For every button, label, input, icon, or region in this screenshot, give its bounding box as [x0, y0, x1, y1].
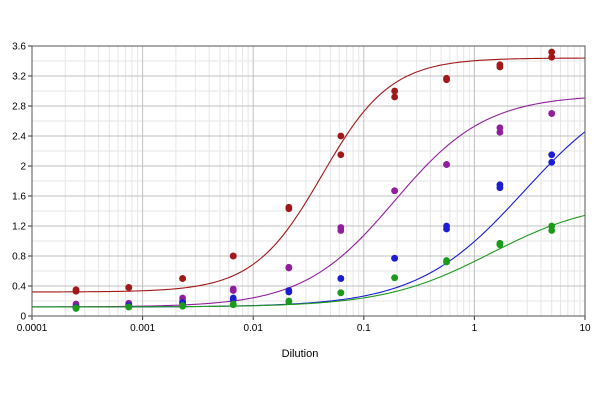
series-4-point — [496, 239, 504, 247]
series-2-point — [443, 161, 450, 168]
series-3-point — [391, 254, 399, 262]
y-tick-label: 0.4 — [12, 282, 26, 293]
x-tick-label: 1 — [472, 323, 478, 334]
x-axis-label: Dilution — [281, 348, 319, 360]
series-1-point — [443, 74, 450, 82]
series-2-point — [496, 124, 504, 132]
series-1-point — [285, 203, 293, 211]
y-tick-label: 3.2 — [12, 72, 26, 83]
series-1-point — [496, 61, 504, 69]
point-layer — [72, 48, 556, 312]
series-3-point — [548, 158, 556, 166]
plot-frame — [31, 45, 586, 317]
series-4-point — [285, 297, 293, 305]
series-1-point — [337, 151, 345, 159]
series-4-point — [391, 274, 399, 282]
grid-layer — [31, 45, 586, 317]
y-tick-label: 2 — [20, 162, 26, 173]
axis-layer: 0.0001 0.001 0.01 0.1 1 10 0 0.4 0.8 1.2 1.6 2 2.4 2.… — [12, 42, 591, 335]
series-3-point — [285, 287, 293, 294]
series-4-point — [548, 222, 556, 230]
series-1-point — [548, 48, 556, 56]
series-3-point — [337, 275, 345, 282]
x-tick-label: 10 — [579, 323, 591, 334]
series-4-point — [72, 304, 80, 312]
series-4-fit-curve — [32, 214, 586, 308]
series-1-point — [391, 93, 399, 101]
series-4-point — [179, 302, 187, 309]
x-tick-label: 0.0001 — [17, 323, 48, 334]
series-3-point — [548, 151, 556, 159]
y-tick-label: 2.8 — [12, 102, 26, 113]
y-tick-label: 0 — [20, 312, 26, 323]
x-tick-label: 0.01 — [243, 323, 263, 334]
series-1-point — [548, 53, 556, 61]
series-1-point — [72, 286, 80, 294]
series-1-fit-curve — [32, 57, 586, 293]
series-3-point — [496, 181, 504, 189]
y-tick-label: 1.2 — [12, 222, 26, 233]
series-1-point — [391, 87, 399, 95]
series-4-point — [125, 303, 133, 311]
series-3-point — [443, 222, 450, 230]
series-1-point — [125, 284, 133, 291]
series-2-point — [285, 263, 293, 271]
x-tick-label: 0.001 — [130, 323, 155, 334]
series-1-point — [337, 132, 345, 140]
series-2-point — [548, 110, 556, 117]
series-2-point — [337, 224, 345, 231]
series-4-point — [229, 300, 237, 308]
series-2-point — [229, 285, 237, 293]
series-1-point — [229, 252, 237, 260]
y-tick-label: 0.8 — [12, 252, 26, 263]
curve-layer — [32, 57, 586, 308]
series-2-point — [391, 187, 399, 195]
y-tick-label: 2.4 — [12, 132, 26, 143]
series-1-point — [179, 275, 187, 282]
y-tick-label: 3.6 — [12, 42, 26, 53]
series-4-point — [337, 289, 345, 297]
y-tick-label: 1.6 — [12, 192, 26, 203]
x-tick-label: 0.1 — [357, 323, 371, 334]
series-3-point — [229, 294, 237, 302]
series-4-point — [443, 257, 450, 264]
